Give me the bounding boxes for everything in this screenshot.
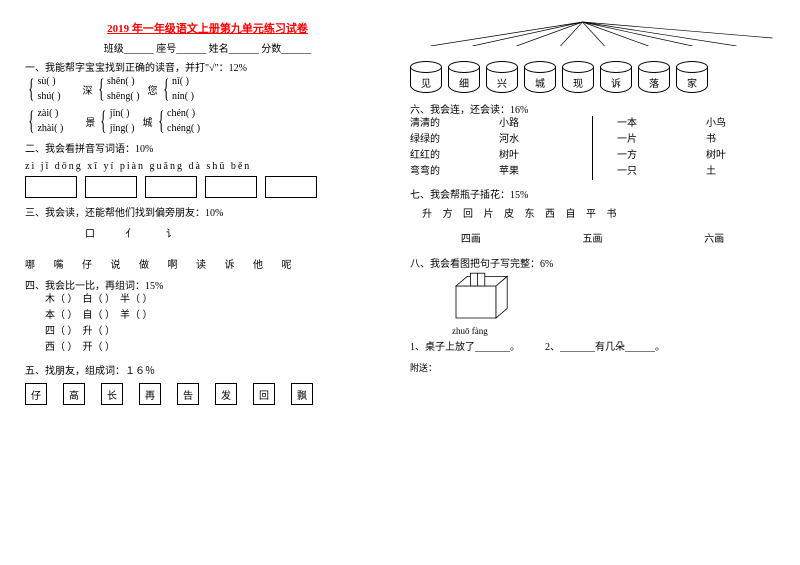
- char-box: 长: [101, 383, 123, 405]
- question-1: 一、我能帮字宝宝找到正确的读音，并打"√"：12% { sù( ) shú( )…: [25, 59, 390, 134]
- q6-prompt: 六、我会连，还会读：16%: [410, 101, 775, 116]
- right-column: 见细兴城现诉落家 六、我会连，还会读：16% 清清的绿绿的红红的弯弯的 小路河水…: [410, 20, 775, 411]
- answer-box: [205, 176, 257, 198]
- q1-opt: chéng( ): [167, 123, 200, 134]
- name-label: 姓名: [209, 44, 229, 55]
- q7-prompt: 七、我会帮瓶子插花：15%: [410, 186, 775, 201]
- q5-boxes: 仔高长再告发回飘: [25, 383, 390, 405]
- q8-sentences: 1、桌子上放了_______。 2、_______有几朵______。: [410, 338, 775, 353]
- q1-opt: nín( ): [172, 91, 194, 102]
- question-5: 五、找朋友，组成词：１６％ 仔高长再告发回飘: [25, 362, 390, 405]
- q3-chars: 哪 嘴 仔 说 做 啊 读 诉 他 呢: [25, 256, 390, 271]
- answer-box: [265, 176, 317, 198]
- q3-radicals: 口 亻 讠: [25, 225, 390, 240]
- q1-char: 城: [143, 114, 153, 129]
- question-4: 四、我会比一比，再组词：15% 木（ ） 白（ ） 半（ ） 本（ ） 自（ ）…: [25, 277, 390, 356]
- cylinder: 家: [676, 61, 708, 93]
- q1-char: 景: [85, 114, 95, 129]
- cylinder: 见: [410, 61, 442, 93]
- seat-label: 座号: [156, 44, 176, 55]
- q4-row: 西（ ） 开（ ）: [45, 340, 390, 356]
- q7-strokes: 四画 五画 六画: [410, 230, 775, 245]
- q1-opt: zài( ): [37, 108, 63, 119]
- q2-prompt: 二、我会看拼音写词语：10%: [25, 140, 390, 155]
- cylinder: 落: [638, 61, 670, 93]
- q5-prompt: 五、找朋友，组成词：１６％: [25, 362, 390, 377]
- cube-diagram: [440, 270, 520, 326]
- page-title: 2019 年一年级语文上册第九单元练习试卷: [25, 20, 390, 36]
- char-box: 回: [253, 383, 275, 405]
- q2-boxes: [25, 176, 390, 198]
- answer-box: [145, 176, 197, 198]
- question-2: 二、我会看拼音写词语：10% zì jǐ dōng xī yí piàn guā…: [25, 140, 390, 198]
- char-box: 高: [63, 383, 85, 405]
- q1-opt: sù( ): [37, 76, 60, 87]
- branch-diagram: [410, 20, 775, 46]
- char-box: 飘: [291, 383, 313, 405]
- q4-prompt: 四、我会比一比，再组词：15%: [25, 277, 390, 292]
- char-box: 告: [177, 383, 199, 405]
- q8-pinyin: zhuō fàng: [452, 326, 775, 336]
- class-label: 班级: [104, 44, 124, 55]
- q1-opt: shēn( ): [107, 76, 140, 87]
- answer-box: [25, 176, 77, 198]
- cylinder: 兴: [486, 61, 518, 93]
- q6-col4: 小鸟书树叶土: [706, 116, 775, 180]
- cylinders-row: 见细兴城现诉落家: [410, 61, 775, 93]
- cylinder: 城: [524, 61, 556, 93]
- question-8: 八、我会看图把句子写完整：6% zhuō fàng 1、桌子上放了_______…: [410, 255, 775, 353]
- q1-opt: shú( ): [37, 91, 60, 102]
- q1-opt: jǐng( ): [110, 123, 135, 134]
- char-box: 仔: [25, 383, 47, 405]
- q1-char: 您: [148, 82, 158, 97]
- question-7: 七、我会帮瓶子插花：15% 升 方 回 片 皮 东 西 自 平 书 四画 五画 …: [410, 186, 775, 245]
- cylinder: 现: [562, 61, 594, 93]
- q7-chars: 升 方 回 片 皮 东 西 自 平 书: [422, 205, 775, 220]
- question-3: 三、我会读，还能帮他们找到偏旁朋友：10% 口 亻 讠 哪 嘴 仔 说 做 啊 …: [25, 204, 390, 271]
- question-6: 六、我会连，还会读：16% 清清的绿绿的红红的弯弯的 小路河水树叶苹果 一本一片…: [410, 101, 775, 180]
- q3-prompt: 三、我会读，还能帮他们找到偏旁朋友：10%: [25, 204, 390, 219]
- q1-prompt: 一、我能帮字宝宝找到正确的读音，并打"√"：12%: [25, 59, 390, 74]
- q1-char: 深: [83, 82, 93, 97]
- score-label: 分数: [261, 44, 281, 55]
- q6-col1: 清清的绿绿的红红的弯弯的: [410, 116, 479, 180]
- char-box: 再: [139, 383, 161, 405]
- q8-prompt: 八、我会看图把句子写完整：6%: [410, 255, 775, 270]
- q6-col2: 小路河水树叶苹果: [499, 116, 568, 180]
- q2-pinyin: zì jǐ dōng xī yí piàn guāng dà shū běn: [25, 161, 390, 172]
- q1-opt: zhài( ): [37, 123, 63, 134]
- attachment-label: 附送：: [410, 361, 775, 374]
- header-fields: 班级______ 座号______ 姓名______ 分数______: [25, 40, 390, 55]
- q4-row: 木（ ） 白（ ） 半（ ）: [45, 292, 390, 308]
- q1-opt: shēng( ): [107, 91, 140, 102]
- answer-box: [85, 176, 137, 198]
- q4-row: 本（ ） 自（ ） 羊（ ）: [45, 308, 390, 324]
- q1-opt: jǐn( ): [110, 108, 135, 119]
- cylinder: 诉: [600, 61, 632, 93]
- left-column: 2019 年一年级语文上册第九单元练习试卷 班级______ 座号______ …: [25, 20, 390, 411]
- q4-row: 四（ ） 升（ ）: [45, 324, 390, 340]
- q1-opt: chén( ): [167, 108, 200, 119]
- q1-opt: nǐ( ): [172, 76, 194, 87]
- cylinder: 细: [448, 61, 480, 93]
- char-box: 发: [215, 383, 237, 405]
- q6-col3: 一本一片一方一只: [617, 116, 686, 180]
